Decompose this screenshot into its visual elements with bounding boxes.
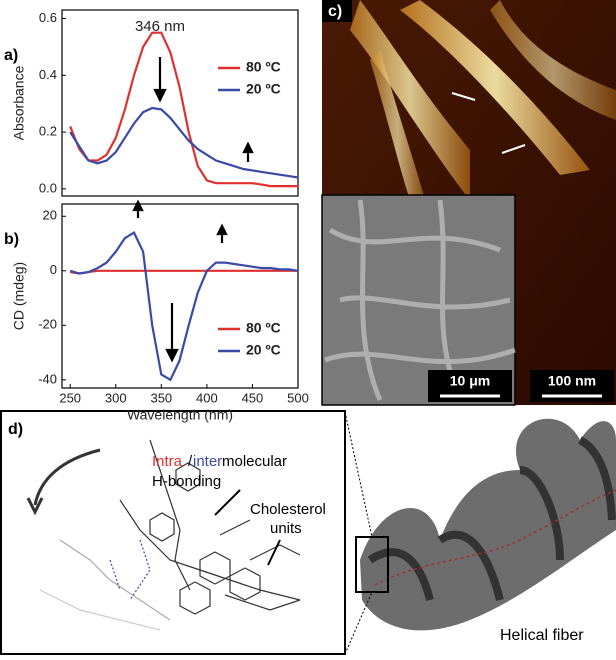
label-fiber: Helical fiber (500, 627, 584, 644)
panel-label: b) (4, 231, 19, 248)
scale-bar-label: 100 nm (548, 373, 596, 389)
y-tick-label: 0.2 (39, 124, 57, 139)
y-tick-label: -40 (38, 371, 57, 386)
x-tick-label: 250 (59, 390, 81, 405)
x-tick-label: 350 (150, 390, 172, 405)
x-tick-label: 300 (105, 390, 127, 405)
y-tick-label: -20 (38, 317, 57, 332)
y-tick-label: 20 (43, 208, 57, 223)
y-tick-label: 0.6 (39, 10, 57, 25)
label-molecular: molecular (222, 453, 287, 470)
y-tick-label: 0.0 (39, 180, 57, 195)
figure: c) 10 μm 100 nm d) Intra / inter molecul… (0, 0, 616, 655)
x-axis-label: Wavelength (nm) (127, 407, 233, 423)
x-tick-label: 400 (196, 390, 218, 405)
data-line (70, 33, 298, 186)
y-axis-label: Absorbance (11, 65, 27, 140)
legend-label: 80 ºC (246, 59, 281, 75)
label-cholesterol: Cholesterol (250, 501, 326, 518)
legend-label: 20 ºC (246, 342, 281, 358)
label-inter: inter (193, 453, 222, 470)
legend-label: 20 ºC (246, 81, 281, 97)
y-tick-label: 0.4 (39, 67, 57, 82)
data-line (70, 271, 298, 274)
label-intra: Intra (152, 453, 183, 470)
helical-fiber (345, 412, 616, 654)
panel-label: a) (4, 47, 18, 64)
data-line (70, 108, 298, 178)
panel-label: d) (8, 421, 23, 438)
x-tick-label: 450 (242, 390, 264, 405)
panel-label: c) (328, 3, 342, 20)
plot-frame (62, 10, 298, 196)
label-hbond: H-bonding (152, 473, 221, 490)
y-tick-label: 0 (50, 262, 57, 277)
legend-label: 80 ºC (246, 320, 281, 336)
y-axis-label: CD (mdeg) (11, 262, 27, 330)
x-tick-label: 500 (287, 390, 309, 405)
data-line (70, 233, 298, 380)
label-units: units (270, 520, 302, 537)
scale-bar-label: 10 μm (450, 373, 490, 389)
